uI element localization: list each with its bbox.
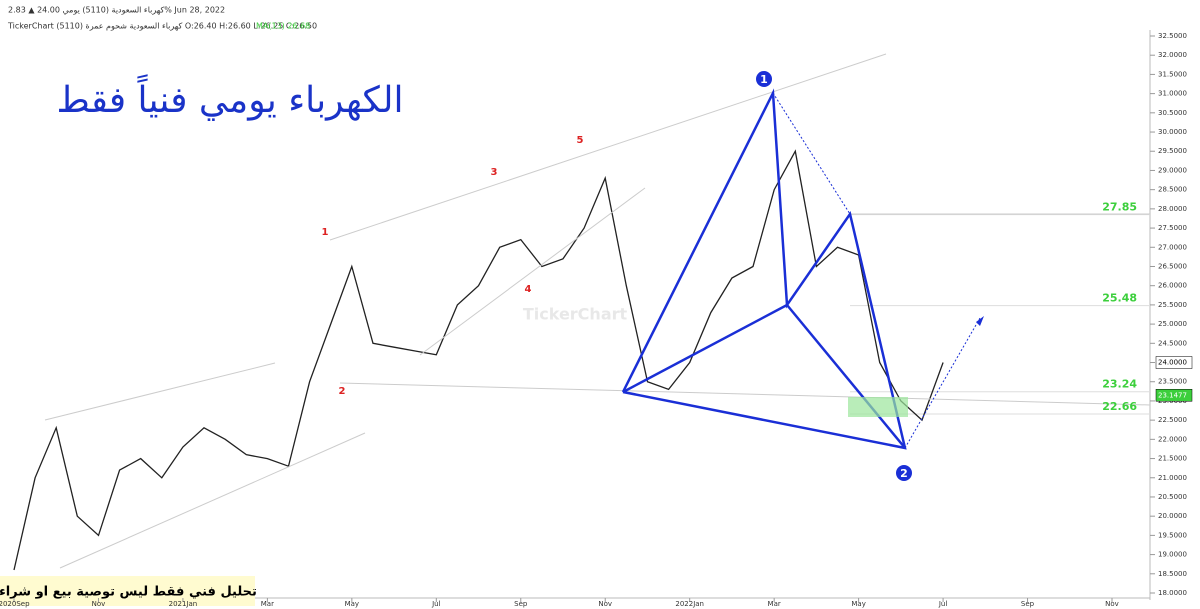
y-tick-label: 31.0000 xyxy=(1158,90,1187,98)
y-tick-label: 18.5000 xyxy=(1158,570,1187,578)
point-badge xyxy=(756,71,772,87)
wave-labels: 1 2 3 4 5 xyxy=(322,135,584,397)
y-tick-label: 19.5000 xyxy=(1158,531,1187,539)
y-tick-label: 26.0000 xyxy=(1158,282,1187,290)
x-tick-label: Sep xyxy=(1021,600,1035,608)
x-tick-label: 2022Jan xyxy=(675,600,704,608)
x-tick-label: Sep xyxy=(514,600,528,608)
y-tick-label: 29.0000 xyxy=(1158,166,1187,174)
wave-label: 2 xyxy=(339,386,346,397)
y-tick-label: 31.5000 xyxy=(1158,70,1187,78)
note-box xyxy=(0,576,255,606)
x-tick-label: 2020Sep xyxy=(0,600,30,608)
x-tick-label: May xyxy=(851,600,865,608)
point-label: 2 xyxy=(900,467,908,480)
y-tick-label: 22.0000 xyxy=(1158,435,1187,443)
y-tick-label: 22.5000 xyxy=(1158,416,1187,424)
y-tick-label: 27.5000 xyxy=(1158,224,1187,232)
x-tick-label: 2021Jan xyxy=(169,600,198,608)
ma-label: MA(13) 26.68 xyxy=(256,22,310,31)
y-tick-label: 28.0000 xyxy=(1158,205,1187,213)
point-label: 1 xyxy=(760,73,768,86)
wave-label: 3 xyxy=(491,167,498,178)
y-tick-label: 21.0000 xyxy=(1158,474,1187,482)
y-tick-label: 29.5000 xyxy=(1158,147,1187,155)
price-tag xyxy=(1155,389,1193,402)
x-tick-label: Nov xyxy=(598,600,612,608)
arrow-head xyxy=(976,316,984,326)
price-line xyxy=(13,149,944,571)
price-tag-label: 23.1477 xyxy=(1158,391,1187,399)
x-tick-label: Nov xyxy=(1105,600,1119,608)
x-tick-label: Mar xyxy=(768,600,781,608)
y-tick-label: 20.0000 xyxy=(1158,512,1187,520)
note: تحليل فني فقط ليس توصية بيع او شراء xyxy=(0,585,257,600)
info-line: كهرباء السعودية (5110) يومي 24.00 ▲ 2.83… xyxy=(8,6,225,15)
x-tick-label: Mar xyxy=(261,600,274,608)
x-tick-label: May xyxy=(345,600,359,608)
level-label: 27.85 xyxy=(1102,201,1137,214)
y-tick-label: 32.5000 xyxy=(1158,32,1187,40)
y-tick-label: 21.5000 xyxy=(1158,455,1187,463)
y-tick-label: 25.5000 xyxy=(1158,301,1187,309)
wave-label: 4 xyxy=(525,284,532,295)
y-tick-label: 30.5000 xyxy=(1158,109,1187,117)
ohlc-line: TickerChart كهرباء السعودية شحوم عمرة (5… xyxy=(7,22,317,31)
pattern xyxy=(621,88,907,450)
zone xyxy=(848,397,908,417)
y-tick-label: 20.5000 xyxy=(1158,493,1187,501)
wave-label: 1 xyxy=(322,227,329,238)
x-tick-label: Jul xyxy=(431,600,441,608)
y-tick-label: 19.0000 xyxy=(1158,551,1187,559)
wave-label: 5 xyxy=(577,135,584,146)
trend-lines xyxy=(44,53,1151,569)
y-tick-label: 27.0000 xyxy=(1158,243,1187,251)
level-label: 25.48 xyxy=(1102,292,1137,305)
level-label: 23.24 xyxy=(1102,378,1137,391)
y-tick-label: 18.0000 xyxy=(1158,589,1187,597)
y-tick-label: 32.0000 xyxy=(1158,51,1187,59)
level-label: 22.66 xyxy=(1102,400,1137,413)
x-tick-label: Jul xyxy=(938,600,948,608)
y-tick-label: 26.5000 xyxy=(1158,262,1187,270)
y-tick-label: 28.5000 xyxy=(1158,186,1187,194)
x-tick-label: Nov xyxy=(92,600,106,608)
y-tick-label: 30.0000 xyxy=(1158,128,1187,136)
y-tick-label: 24.5000 xyxy=(1158,339,1187,347)
y-tick-label: 25.0000 xyxy=(1158,320,1187,328)
pattern-projection xyxy=(622,92,981,449)
watermark: TickerChart xyxy=(523,305,628,324)
y-tick-label: 23.5000 xyxy=(1158,378,1187,386)
point-badge xyxy=(896,465,912,481)
price-tag-label: 24.0000 xyxy=(1158,359,1187,367)
price-tag xyxy=(1155,356,1193,369)
chart-title: الكهرباء يومي فنياً فقط xyxy=(57,74,404,121)
